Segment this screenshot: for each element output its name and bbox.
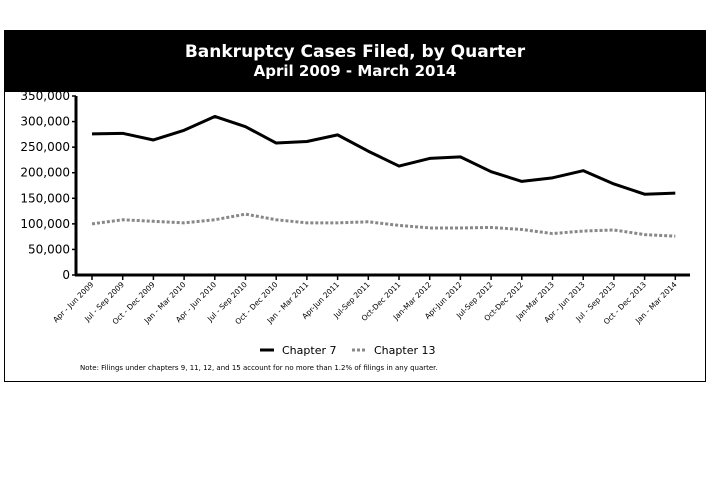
legend-label: Chapter 13 <box>374 344 435 357</box>
title-bar: Bankruptcy Cases Filed, by Quarter April… <box>4 30 706 92</box>
y-tick-label: 200,000 <box>20 166 70 180</box>
y-tick-label: 100,000 <box>20 217 70 231</box>
y-tick-label: 250,000 <box>20 140 70 154</box>
chart-title: Bankruptcy Cases Filed, by Quarter <box>184 42 526 62</box>
y-tick-label: 150,000 <box>20 191 70 205</box>
series-line-chapter-13 <box>91 212 676 238</box>
y-tick-label: 0 <box>62 268 70 282</box>
y-tick-label: 50,000 <box>28 242 70 256</box>
series-line-chapter-7 <box>91 114 676 196</box>
chart-note: Note: Filings under chapters 9, 11, 12, … <box>80 364 438 372</box>
y-tick-label: 350,000 <box>20 89 70 103</box>
y-tick-label: 300,000 <box>20 115 70 129</box>
chart-subtitle: April 2009 - March 2014 <box>253 62 457 80</box>
legend-label: Chapter 7 <box>282 344 336 357</box>
